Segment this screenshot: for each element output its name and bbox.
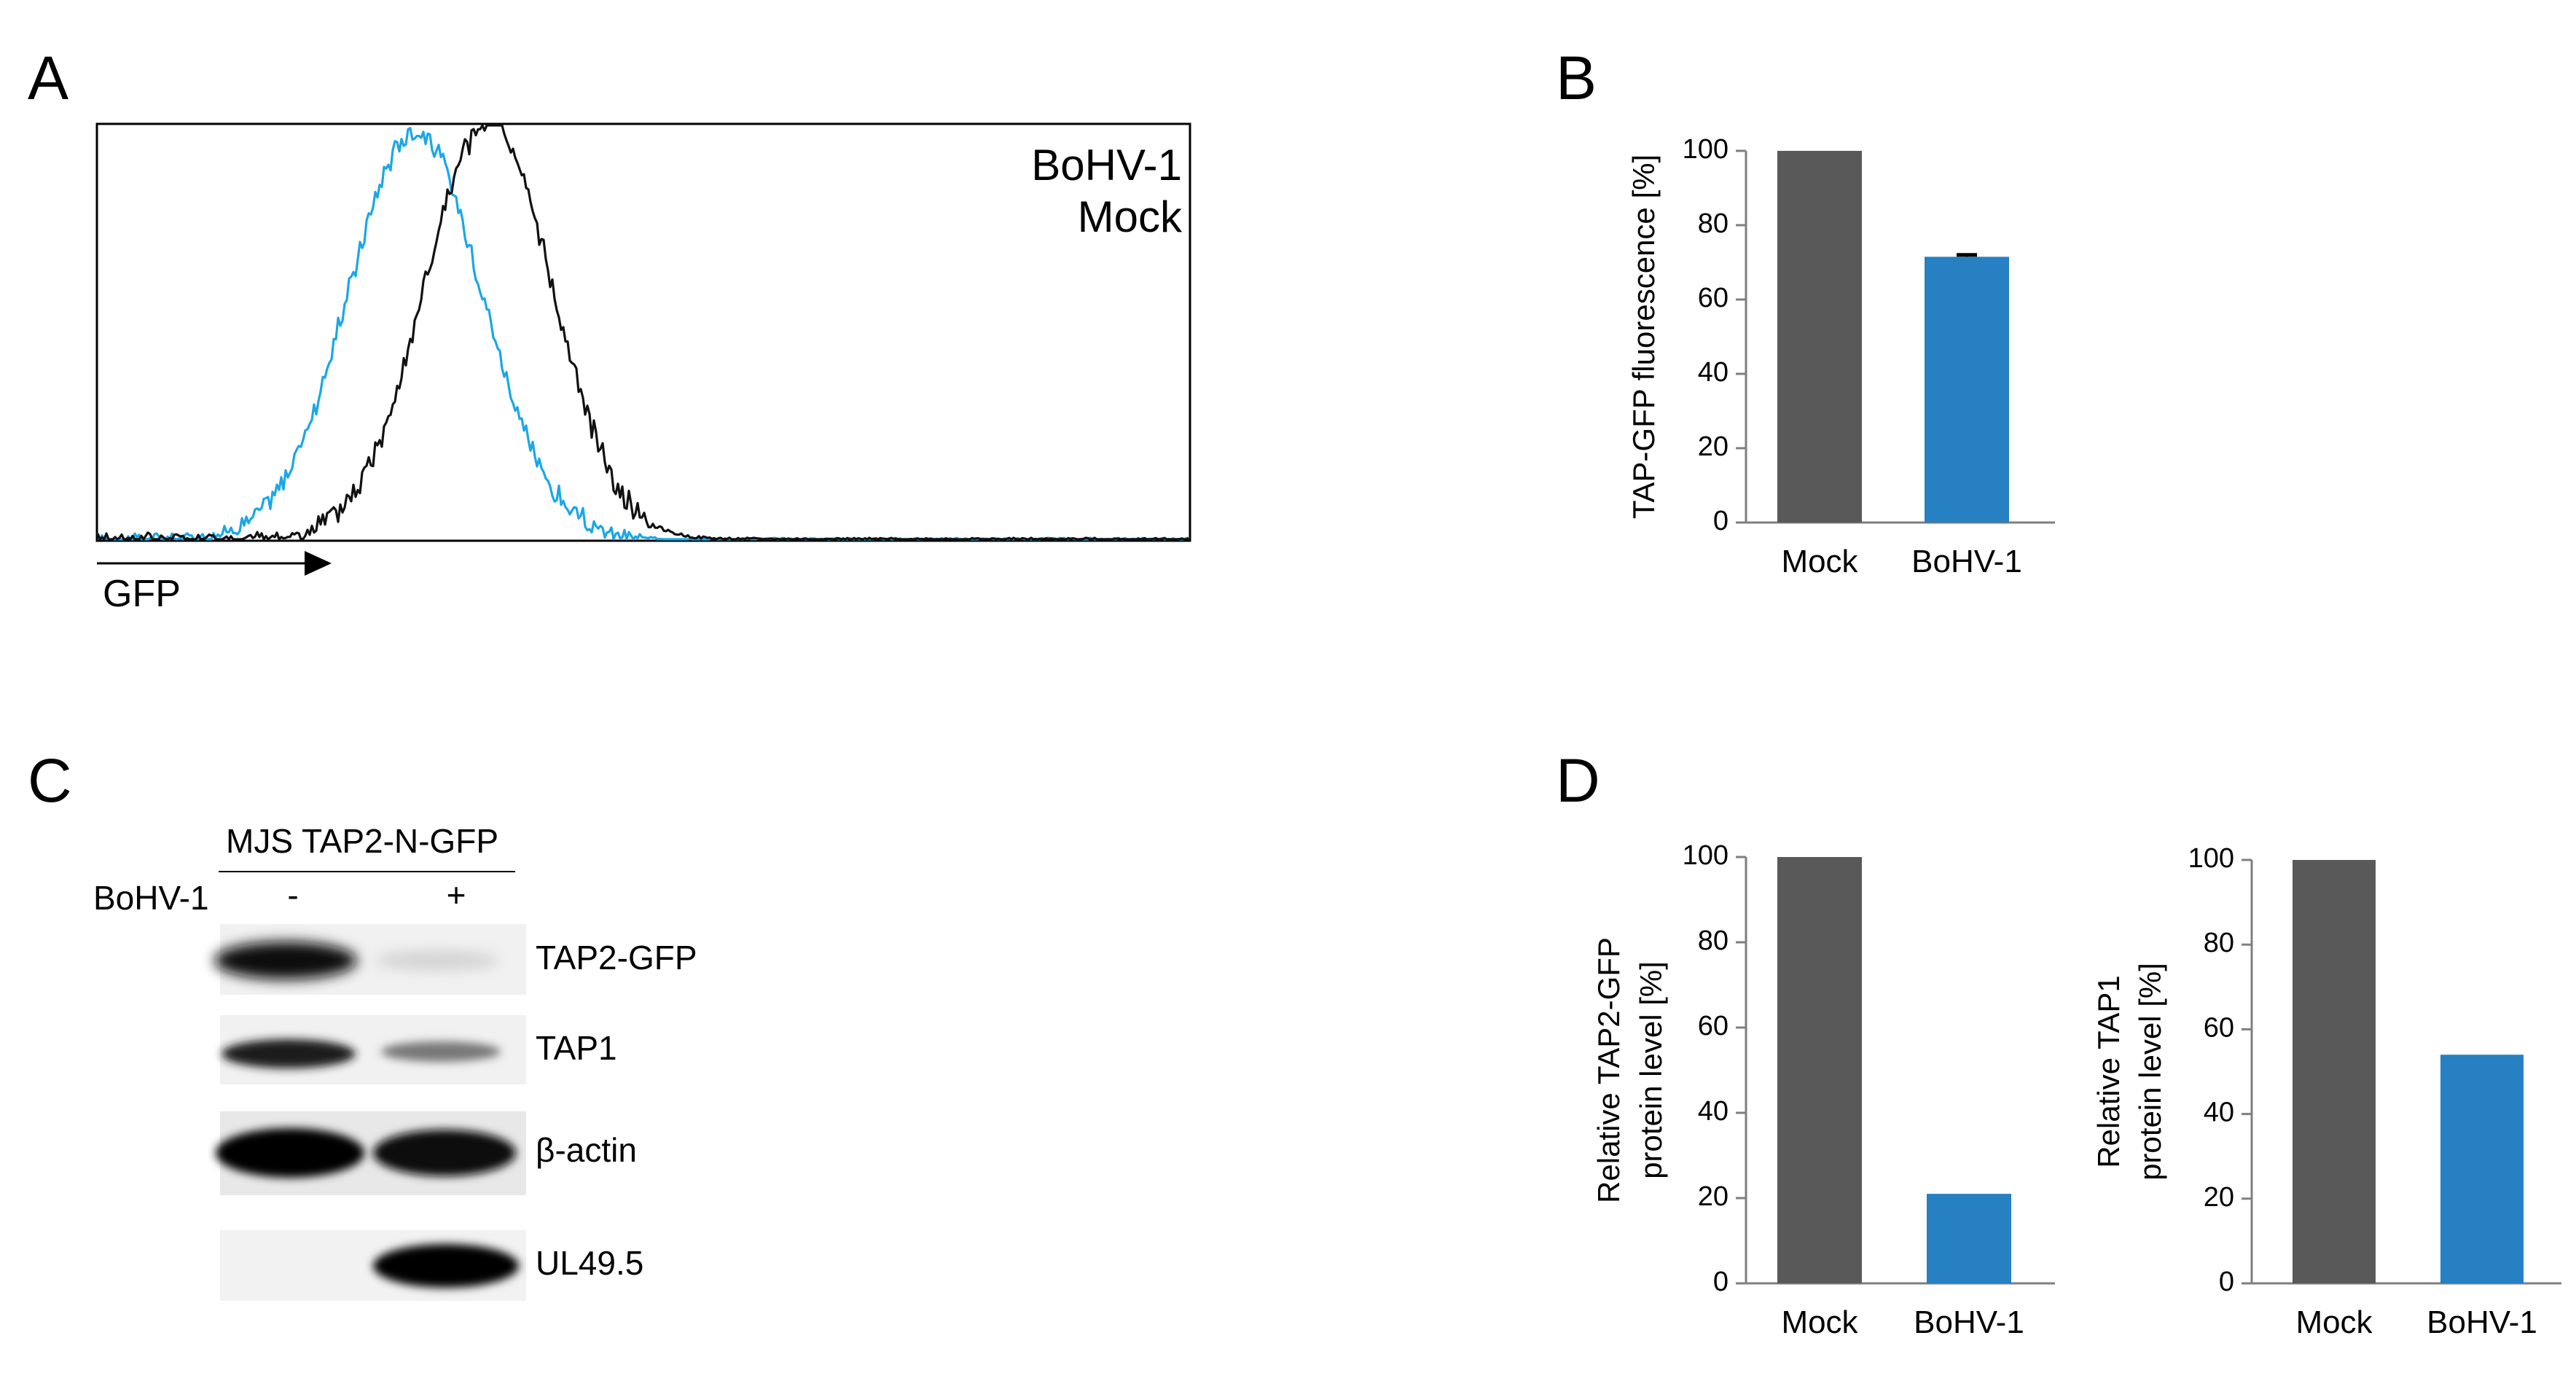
tap1-chart-y-tick-label: 100	[2188, 843, 2234, 874]
panel-letter-b: B	[1556, 44, 1597, 112]
cell-line-label: MJS TAP2-N-GFP	[226, 822, 498, 860]
fluorescence-chart-category-label: Mock	[1781, 544, 1858, 579]
fluorescence-chart-bar-bohv-1	[1925, 257, 2009, 523]
fluorescence-chart-category-label: BoHV-1	[1911, 544, 2022, 579]
panel-letter-a: A	[28, 44, 68, 112]
legend-bohv: BoHV-1	[1031, 141, 1182, 189]
tap1-chart-y-tick-label: 20	[2204, 1182, 2234, 1213]
tap1-chart-y-tick-label: 40	[2204, 1098, 2234, 1128]
bar-chart-tap1-level: 0 20 40 60 80 100 Mock BoHV-1 Relative TAP1 prote…	[2091, 843, 2561, 1340]
tap2-chart-y-tick-label: 40	[1698, 1096, 1729, 1127]
legend-mock: Mock	[1078, 192, 1183, 241]
gfp-axis-arrowhead	[305, 551, 332, 576]
tap2-chart-y-axis-title: Relative TAP2-GFP	[1592, 937, 1626, 1203]
tap2-chart-y-tick-label: 20	[1698, 1181, 1729, 1212]
lane-plus-label: +	[447, 876, 466, 914]
fluorescence-chart-y-tick-label: 40	[1698, 357, 1729, 388]
tap1-chart-y-tick-label: 80	[2204, 928, 2234, 958]
mock-histogram-curve	[96, 124, 1189, 541]
blot-strip-tap1: TAP1	[220, 1015, 617, 1084]
flow-histogram: BoHV-1 Mock GFP	[95, 122, 1191, 615]
tap2-chart-y-tick-label: 0	[1713, 1267, 1729, 1297]
fluorescence-chart-y-tick-label: 0	[1713, 506, 1729, 536]
tap2-chart-bar-bohv-1	[1927, 1194, 2011, 1283]
bar-chart-fluorescence: 0 20 40 60 80 100 Mock BoHV-1 TAP-GFP fluorescen…	[1626, 134, 2055, 579]
gfp-axis-label: GFP	[103, 573, 181, 615]
bohv-histogram-curve	[96, 127, 1189, 541]
fluorescence-chart-bar-mock	[1777, 151, 1862, 523]
blot-strip-tap2-gfp: TAP2-GFP	[214, 924, 697, 995]
condition-label: BoHV-1	[93, 879, 209, 917]
tap2-chart-y-axis-title: protein level [%]	[1634, 961, 1668, 1179]
tap1-chart-bar-mock	[2293, 860, 2376, 1283]
band-label-tap1: TAP1	[536, 1029, 617, 1067]
tap1-chart-bar-bohv-1	[2440, 1055, 2524, 1283]
tap2-chart-bar-mock	[1777, 857, 1862, 1283]
bar-chart-tap2-gfp-level: 0 20 40 60 80 100 Mock BoHV-1 Relative TAP2-GFP p…	[1592, 840, 2055, 1340]
lane-minus-label: -	[287, 876, 298, 914]
fluorescence-chart-y-tick-label: 80	[1698, 208, 1729, 239]
western-blot: MJS TAP2-N-GFP BoHV-1 - + TAP2-GFP TAP1 …	[93, 822, 697, 1301]
tap1-chart-y-tick-label: 60	[2204, 1012, 2234, 1043]
blot-strip-ul49-5: UL49.5	[220, 1230, 643, 1301]
tap2-chart-y-tick-label: 60	[1698, 1011, 1729, 1041]
panel-letter-c: C	[28, 746, 72, 815]
fluorescence-chart-y-tick-label: 60	[1698, 283, 1729, 313]
histogram-frame	[95, 122, 1191, 542]
tap1-chart-y-axis-title: Relative TAP1	[2091, 975, 2126, 1168]
blot-strip-beta-actin: β-actin	[216, 1111, 637, 1195]
band-label-ul49-5: UL49.5	[536, 1244, 643, 1282]
fluorescence-chart-y-tick-label: 100	[1683, 134, 1729, 165]
fluorescence-chart-y-tick-label: 20	[1698, 431, 1729, 462]
tap1-chart-category-label: BoHV-1	[2427, 1304, 2537, 1340]
tap2-chart-y-tick-label: 100	[1683, 840, 1729, 871]
panel-letter-d: D	[1556, 746, 1600, 815]
fluorescence-chart-y-axis-title: TAP-GFP fluorescence [%]	[1626, 154, 1661, 519]
tap2-chart-category-label: Mock	[1781, 1304, 1858, 1340]
band-label-tap2-gfp: TAP2-GFP	[536, 939, 697, 977]
tap1-chart-y-axis-title: protein level [%]	[2133, 963, 2167, 1181]
band-label-beta-actin: β-actin	[536, 1131, 637, 1169]
tap1-chart-category-label: Mock	[2295, 1304, 2373, 1340]
tap2-chart-y-tick-label: 80	[1698, 926, 1729, 956]
tap1-chart-y-tick-label: 0	[2219, 1267, 2234, 1297]
tap2-chart-category-label: BoHV-1	[1914, 1304, 2024, 1340]
